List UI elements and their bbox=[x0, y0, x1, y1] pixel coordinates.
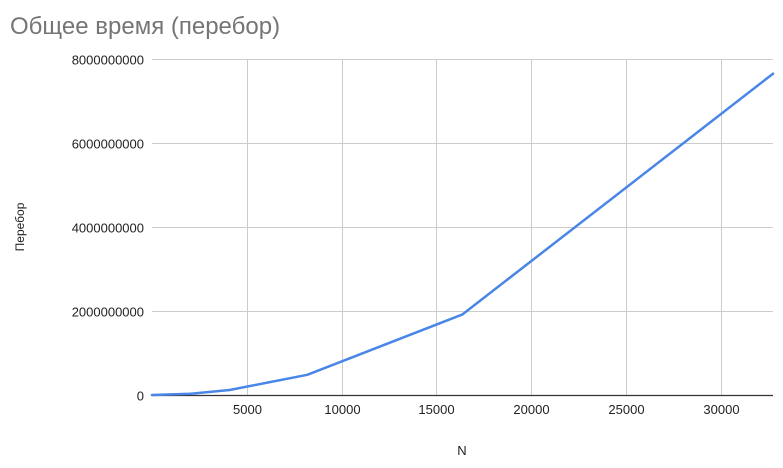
x-tick-label: 15000 bbox=[418, 402, 454, 417]
y-axis-ticks: 0 2000000000 4000000000 6000000000 800000000… bbox=[72, 53, 144, 404]
series-layer bbox=[150, 72, 775, 397]
x-axis-ticks: 5000 10000 15000 20000 25000 30000 bbox=[233, 402, 740, 417]
data-point bbox=[771, 72, 775, 75]
series-line bbox=[150, 72, 775, 397]
grid bbox=[152, 59, 773, 397]
x-tick-label: 30000 bbox=[703, 402, 739, 417]
chart-title: Общее время (перебор) bbox=[10, 13, 280, 40]
data-point bbox=[150, 393, 154, 397]
data-point bbox=[306, 373, 309, 376]
y-tick-label: 4000000000 bbox=[72, 221, 144, 236]
x-tick-label: 10000 bbox=[324, 402, 360, 417]
x-axis-label: N bbox=[457, 443, 466, 458]
y-tick-label: 2000000000 bbox=[72, 305, 144, 320]
data-point bbox=[228, 388, 231, 392]
y-axis-label: Перебор bbox=[13, 202, 27, 251]
y-tick-label: 8000000000 bbox=[72, 53, 144, 68]
x-tick-label: 25000 bbox=[608, 402, 644, 417]
data-point bbox=[189, 392, 192, 395]
y-tick-label: 6000000000 bbox=[72, 137, 144, 152]
x-tick-label: 20000 bbox=[513, 402, 549, 417]
x-tick-label: 5000 bbox=[233, 402, 262, 417]
data-point bbox=[461, 313, 464, 316]
y-tick-label: 0 bbox=[137, 389, 144, 404]
